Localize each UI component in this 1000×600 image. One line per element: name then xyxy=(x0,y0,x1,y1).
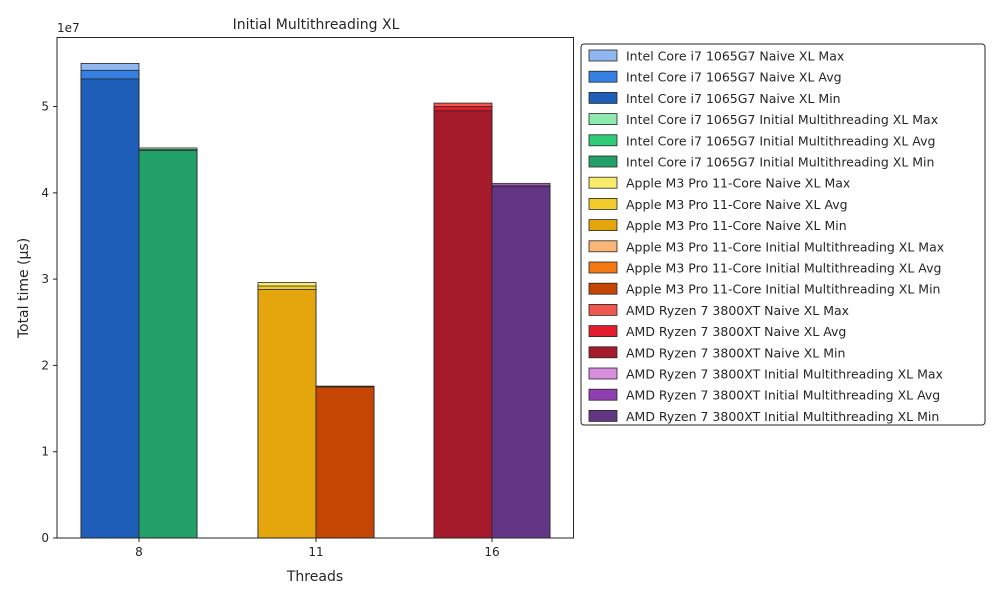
x-tick-label: 8 xyxy=(135,545,143,559)
y-tick-label: 2 xyxy=(41,358,49,372)
y-axis: 0 1 2 3 4 5 xyxy=(41,100,57,545)
legend-swatch xyxy=(588,92,618,104)
legend-swatch xyxy=(588,282,618,295)
legend-swatch xyxy=(588,346,618,359)
legend-swatch xyxy=(588,49,618,62)
y-tick-label: 5 xyxy=(41,100,49,114)
bar-min xyxy=(80,78,140,539)
y-tick-label: 3 xyxy=(41,272,49,286)
legend-label: AMD Ryzen 7 3800XT Initial Multithreadin… xyxy=(626,367,943,382)
bar-min xyxy=(491,186,551,539)
legend-swatch xyxy=(588,155,618,168)
legend-swatch xyxy=(588,197,618,210)
y-scale-label: 1e7 xyxy=(57,21,80,35)
legend-swatch xyxy=(588,219,618,232)
legend-label: AMD Ryzen 7 3800XT Naive XL Max xyxy=(626,303,849,318)
legend-swatch xyxy=(588,303,618,316)
legend-swatch xyxy=(588,113,618,125)
legend-swatch xyxy=(588,134,618,147)
legend-swatch xyxy=(588,388,618,401)
legend-label: AMD Ryzen 7 3800XT Naive XL Avg xyxy=(626,324,846,339)
legend-swatch xyxy=(588,261,618,274)
legend-label: AMD Ryzen 7 3800XT Naive XL Min xyxy=(626,345,845,360)
legend-label: Apple M3 Pro 11-Core Initial Multithread… xyxy=(626,282,940,297)
legend: Intel Core i7 1065G7 Naive XL Max Intel C… xyxy=(580,43,986,426)
y-tick-label: 4 xyxy=(41,186,49,200)
x-tick-label: 16 xyxy=(484,545,499,559)
bars-layer xyxy=(80,62,551,539)
legend-label: Apple M3 Pro 11-Core Initial Multithread… xyxy=(626,239,944,254)
legend-label: Apple M3 Pro 11-Core Initial Multithread… xyxy=(626,261,941,276)
legend-label: Apple M3 Pro 11-Core Naive XL Max xyxy=(626,176,850,191)
legend-label: Intel Core i7 1065G7 Initial Multithread… xyxy=(626,155,934,170)
legend-label: Intel Core i7 1065G7 Initial Multithread… xyxy=(626,133,935,148)
x-tick-label: 11 xyxy=(308,545,323,559)
x-axis-label: Threads xyxy=(286,569,343,585)
legend-swatch xyxy=(588,409,618,422)
y-tick-label: 1 xyxy=(41,445,49,459)
bar-min xyxy=(315,386,375,539)
legend-frame xyxy=(580,43,986,426)
legend-swatch xyxy=(588,240,618,253)
x-axis: 8 11 16 xyxy=(135,538,500,559)
legend-label: Apple M3 Pro 11-Core Naive XL Min xyxy=(626,218,847,233)
bar-min xyxy=(257,289,317,539)
legend-label: AMD Ryzen 7 3800XT Initial Multithreadin… xyxy=(626,388,940,403)
legend-label: Intel Core i7 1065G7 Naive XL Max xyxy=(626,49,844,64)
plot-frame xyxy=(56,37,574,539)
legend-swatch xyxy=(588,325,618,338)
y-tick-label: 0 xyxy=(41,531,49,545)
legend-label: Apple M3 Pro 11-Core Naive XL Avg xyxy=(626,197,848,212)
legend-swatch xyxy=(588,367,618,380)
legend-swatch xyxy=(588,70,618,83)
legend-label: AMD Ryzen 7 3800XT Initial Multithreadin… xyxy=(626,409,939,424)
legend-label: Intel Core i7 1065G7 Naive XL Avg xyxy=(626,70,842,85)
chart-title: Initial Multithreading XL xyxy=(233,17,400,33)
bar-min xyxy=(433,110,493,539)
legend-label: Intel Core i7 1065G7 Naive XL Min xyxy=(626,91,841,106)
legend-label: Intel Core i7 1065G7 Initial Multithread… xyxy=(626,112,938,127)
bar-min xyxy=(138,150,198,539)
y-axis-label: Total time (µs) xyxy=(16,238,32,339)
legend-swatch xyxy=(588,176,618,189)
